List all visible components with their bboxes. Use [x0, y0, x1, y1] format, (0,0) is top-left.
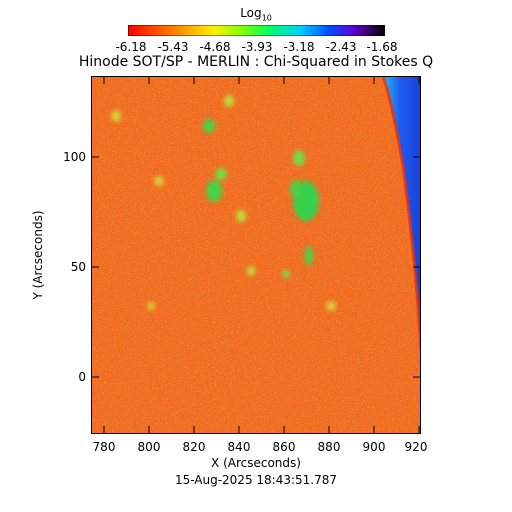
y-tick-label: 50 — [70, 260, 86, 274]
x-tick-label: 840 — [227, 440, 251, 454]
x-axis-label: X (Arcseconds) — [211, 456, 301, 470]
colorbar — [128, 25, 385, 36]
timestamp: 15-Aug-2025 18:43:51.787 — [174, 473, 338, 487]
map-noise-yellow — [91, 76, 421, 434]
x-tick-label: 860 — [272, 440, 296, 454]
y-tick-label: 100 — [63, 150, 86, 164]
colorbar-tick: -3.18 — [283, 40, 315, 54]
colorbar-label: Log10 — [240, 6, 272, 23]
colorbar-tick: -5.43 — [157, 40, 189, 54]
x-tick-label: 900 — [362, 440, 386, 454]
y-tick-label: 0 — [78, 370, 86, 384]
colorbar-tick: -3.93 — [241, 40, 273, 54]
colorbar-ticks: -6.18 -5.43 -4.68 -3.93 -3.18 -2.43 -1.6… — [0, 40, 512, 54]
chi-squared-map — [91, 76, 421, 434]
x-tick-label: 820 — [182, 440, 206, 454]
colorbar-tick: -1.68 — [366, 40, 398, 54]
x-tick-label: 880 — [317, 440, 341, 454]
solar-limb — [383, 76, 421, 351]
axes-frame — [91, 76, 421, 434]
colorbar-tick: -4.68 — [199, 40, 231, 54]
x-tick-label: 920 — [404, 440, 428, 454]
colorbar-tick: -6.18 — [115, 40, 147, 54]
colorbar-tick: -2.43 — [325, 40, 357, 54]
y-axis-label: Y (Arcseconds) — [31, 210, 45, 300]
x-tick-label: 800 — [137, 440, 161, 454]
plot-title: Hinode SOT/SP - MERLIN : Chi-Squared in … — [78, 54, 434, 70]
plage-patches — [111, 95, 336, 311]
y-axis-ticks — [91, 156, 421, 378]
x-axis-ticks — [103, 76, 420, 434]
limb-edge — [381, 76, 421, 352]
x-tick-label: 780 — [92, 440, 116, 454]
